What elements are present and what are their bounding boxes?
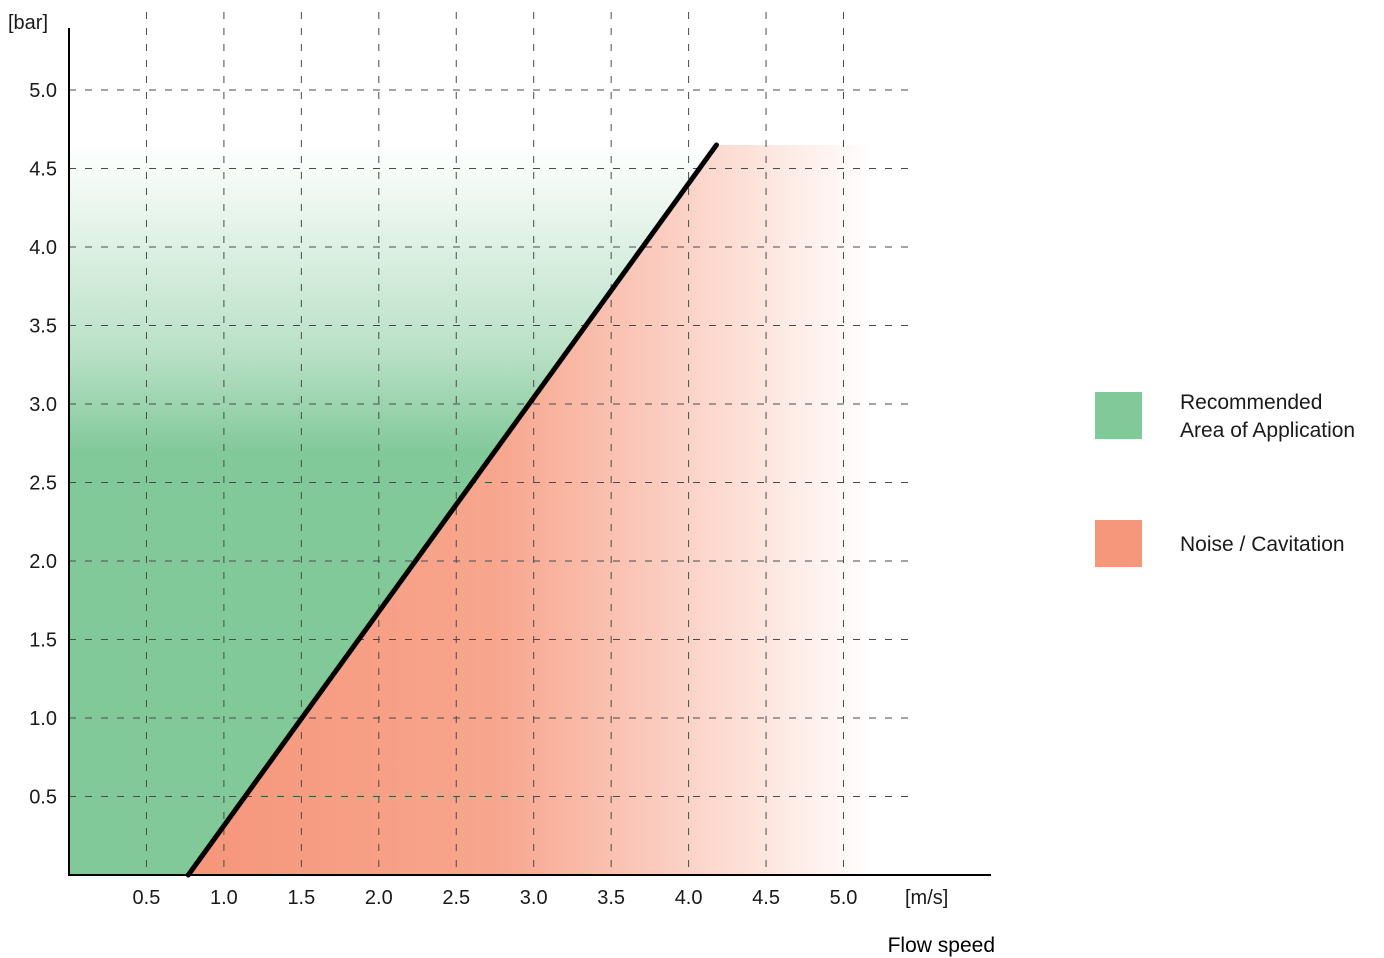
x-tick-label-1.0: 1.0: [210, 887, 238, 909]
x-tick-label-3.5: 3.5: [597, 887, 625, 909]
x-axis-title: Flow speed: [888, 934, 995, 957]
x-tick-label-3.0: 3.0: [520, 887, 548, 909]
x-tick-label-0.5: 0.5: [133, 887, 161, 909]
region-recommended: [69, 144, 717, 875]
legend-label-2-line-1: Noise / Cavitation: [1180, 533, 1345, 556]
y-tick-label-4.5: 4.5: [29, 159, 57, 181]
x-tick-label-4.0: 4.0: [675, 887, 703, 909]
legend-swatch-1: [1095, 392, 1142, 439]
y-tick-label-3.0: 3.0: [29, 394, 57, 416]
y-tick-label-1.5: 1.5: [29, 630, 57, 652]
y-axis-unit: [bar]: [8, 12, 48, 34]
legend-swatch-2: [1095, 520, 1142, 567]
x-tick-label-5.0: 5.0: [830, 887, 858, 909]
y-tick-label-0.5: 0.5: [29, 787, 57, 809]
x-axis-unit: [m/s]: [905, 887, 948, 909]
y-tick-label-5.0: 5.0: [29, 80, 57, 102]
y-tick-label-3.5: 3.5: [29, 316, 57, 338]
y-tick-label-1.0: 1.0: [29, 708, 57, 730]
x-tick-label-2.5: 2.5: [442, 887, 470, 909]
legend-label-1-line-1: Recommended: [1180, 391, 1322, 414]
x-tick-label-4.5: 4.5: [752, 887, 780, 909]
legend: Recommended Area of Application Noise / Ca…: [1095, 391, 1355, 567]
legend-label-1-line-2: Area of Application: [1180, 419, 1355, 442]
cavitation-boundary-line: [185, 142, 719, 878]
x-tick-label-1.5: 1.5: [287, 887, 315, 909]
y-tick-label-2.0: 2.0: [29, 551, 57, 573]
y-tick-label-2.5: 2.5: [29, 473, 57, 495]
y-tick-label-4.0: 4.0: [29, 237, 57, 259]
region-noise-cavitation: [188, 144, 875, 875]
x-tick-label-2.0: 2.0: [365, 887, 393, 909]
